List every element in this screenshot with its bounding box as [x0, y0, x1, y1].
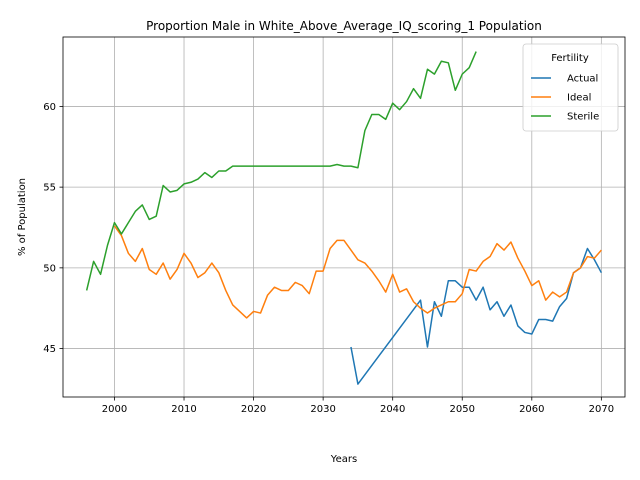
- y-tick-label: 55: [43, 183, 56, 194]
- legend-label-sterile: Sterile: [567, 112, 599, 123]
- chart-title: Proportion Male in White_Above_Average_I…: [146, 19, 542, 33]
- series-line-actual: [350, 247, 603, 385]
- y-tick-label: 45: [43, 344, 56, 355]
- y-axis-title: % of Population: [17, 178, 28, 256]
- legend-label-ideal: Ideal: [567, 93, 591, 104]
- legend-title: Fertility: [551, 53, 589, 64]
- x-tick-label: 2060: [519, 404, 544, 415]
- x-tick-label: 2050: [450, 404, 475, 415]
- legend-label-actual: Actual: [567, 74, 598, 85]
- x-tick-label: 2070: [589, 404, 614, 415]
- series-line-sterile: [85, 51, 477, 291]
- plot-frame: [62, 36, 626, 398]
- y-tick-label: 50: [43, 263, 56, 274]
- legend: Fertility Actual Ideal Sterile: [522, 43, 619, 132]
- legend-box: [522, 43, 619, 132]
- legend-entries: Actual Ideal Sterile: [531, 74, 599, 123]
- axis-ticks: 2000 2010 2020 2030 2040 2050 2060 2070 45 50 55 60: [43, 102, 614, 415]
- series-line-ideal: [113, 225, 602, 319]
- y-tick-label: 60: [43, 102, 56, 113]
- x-tick-label: 2010: [171, 404, 196, 415]
- series-group: [85, 51, 603, 385]
- x-tick-label: 2040: [380, 404, 405, 415]
- x-tick-label: 2030: [310, 404, 335, 415]
- x-tick-label: 2020: [241, 404, 266, 415]
- x-axis-title: Years: [330, 454, 357, 465]
- x-tick-label: 2000: [102, 404, 127, 415]
